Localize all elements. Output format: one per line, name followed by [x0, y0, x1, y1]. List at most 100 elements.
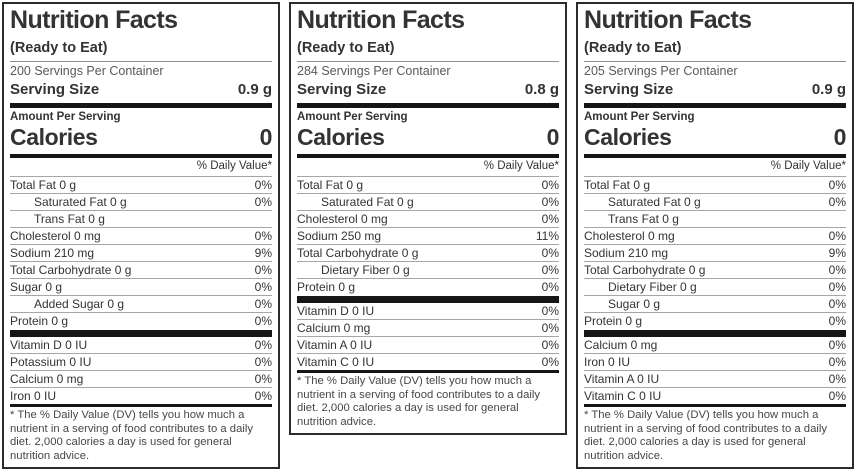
calories-row: Calories 0: [297, 124, 559, 153]
nutrient-row: Total Carbohydrate 0 g 0%: [584, 260, 846, 278]
divider-bar: [10, 404, 272, 408]
amount-per-serving: Amount Per Serving: [10, 110, 121, 123]
nutrient-row: Iron 0 IU 0%: [584, 353, 846, 370]
daily-value-footnote: * The % Daily Value (DV) tells you how m…: [297, 375, 541, 428]
label-title: Nutrition Facts: [297, 6, 465, 34]
separator-line: [584, 60, 846, 62]
nutrient-row: Vitamin C 0 IU 0%: [297, 353, 559, 370]
nutrient-row: Saturated Fat 0 g 0%: [584, 192, 846, 210]
nutrient-row: Total Carbohydrate 0 g 0%: [10, 260, 272, 278]
nutrient-row: Vitamin D 0 IU 0%: [10, 337, 272, 353]
serving-size-label: Serving Size: [297, 80, 387, 98]
nutrient-name: Calcium 0 mg: [297, 320, 371, 335]
daily-value-footnote: * The % Daily Value (DV) tells you how m…: [10, 409, 254, 462]
nutrient-daily-value: 0%: [828, 337, 846, 352]
label-title: Nutrition Facts: [584, 6, 752, 34]
nutrient-daily-value: 0%: [254, 296, 272, 311]
nutrient-row: Calcium 0 mg 0%: [10, 370, 272, 387]
calories-label: Calories: [10, 124, 98, 151]
divider-bar: [297, 153, 559, 158]
label-subtitle: (Ready to Eat): [297, 40, 395, 56]
nutrient-row: Trans Fat 0 g: [10, 209, 272, 227]
nutrient-row: Dietary Fiber 0 g 0%: [584, 277, 846, 295]
divider-bar: [584, 329, 846, 337]
nutrient-row: Potassium 0 IU 0%: [10, 353, 272, 370]
nutrient-daily-value: 0%: [254, 262, 272, 277]
nutrient-name: Saturated Fat 0 g: [34, 194, 127, 209]
nutrient-daily-value: 9%: [828, 245, 846, 260]
nutrient-daily-value: 0%: [254, 228, 272, 243]
nutrient-name: Vitamin D 0 IU: [297, 303, 375, 318]
nutrient-row: Protein 0 g 0%: [10, 311, 272, 329]
nutrient-daily-value: 0%: [541, 211, 559, 226]
nutrient-name: Total Fat 0 g: [584, 177, 651, 192]
servings-per-container: 200 Servings Per Container: [10, 63, 164, 78]
nutrient-daily-value: 0%: [828, 372, 846, 387]
nutrient-daily-value: 0%: [541, 320, 559, 335]
nutrient-daily-value: 0%: [254, 372, 272, 387]
nutrient-name: Dietary Fiber 0 g: [321, 262, 410, 277]
nutrient-daily-value: 0%: [828, 279, 846, 294]
nutrient-row: Iron 0 IU 0%: [10, 387, 272, 404]
nutrient-daily-value: 0%: [828, 177, 846, 192]
nutrient-name: Cholesterol 0 mg: [584, 228, 675, 243]
serving-size-row: Serving Size 0.8 g: [297, 80, 559, 103]
nutrient-name: Sodium 210 mg: [584, 245, 669, 260]
nutrient-daily-value: 0%: [541, 355, 559, 370]
nutrient-row: Cholesterol 0 mg 0%: [584, 226, 846, 244]
nutrient-row: Vitamin A 0 IU 0%: [584, 370, 846, 387]
nutrient-name: Vitamin C 0 IU: [584, 389, 662, 404]
nutrient-name: Sugar 0 g: [608, 296, 661, 311]
nutrient-daily-value: 0%: [828, 194, 846, 209]
nutrient-row: Protein 0 g 0%: [297, 277, 559, 295]
divider-bar: [10, 102, 272, 108]
nutrient-daily-value: 0%: [254, 313, 272, 328]
nutrient-name: Vitamin C 0 IU: [297, 355, 375, 370]
nutrient-name: Added Sugar 0 g: [34, 296, 125, 311]
divider-bar: [297, 295, 559, 303]
calories-label: Calories: [584, 124, 672, 151]
nutrient-daily-value: 0%: [254, 279, 272, 294]
nutrient-name: Iron 0 IU: [584, 355, 631, 370]
divider-bar: [10, 329, 272, 337]
divider-bar: [297, 370, 559, 374]
nutrition-label-3: Nutrition Facts (Ready to Eat) 205 Servi…: [576, 2, 854, 470]
nutrient-row: Sodium 210 mg 9%: [584, 243, 846, 261]
nutrient-daily-value: 11%: [535, 228, 559, 243]
divider-bar: [297, 102, 559, 108]
nutrient-name: Trans Fat 0 g: [34, 211, 105, 226]
nutrient-name: Total Carbohydrate 0 g: [10, 262, 132, 277]
nutrient-name: Sodium 250 mg: [297, 228, 382, 243]
nutrient-row: Sugar 0 g 0%: [10, 277, 272, 295]
nutrient-name: Cholesterol 0 mg: [10, 228, 101, 243]
nutrient-daily-value: 0%: [828, 313, 846, 328]
nutrient-table: Total Fat 0 g 0% Saturated Fat 0 g 0% Trans …: [584, 175, 846, 329]
nutrient-name: Protein 0 g: [10, 313, 69, 328]
nutrient-row: Cholesterol 0 mg 0%: [297, 209, 559, 227]
amount-per-serving: Amount Per Serving: [297, 110, 408, 123]
nutrient-name: Sugar 0 g: [10, 279, 63, 294]
nutrient-row: Total Fat 0 g 0%: [584, 175, 846, 193]
nutrient-name: Protein 0 g: [584, 313, 643, 328]
calories-value: 0: [833, 124, 847, 151]
nutrient-name: Trans Fat 0 g: [608, 211, 679, 226]
nutrient-row: Cholesterol 0 mg 0%: [10, 226, 272, 244]
nutrient-daily-value: 0%: [541, 337, 559, 352]
nutrient-daily-value: 0%: [828, 262, 846, 277]
label-title: Nutrition Facts: [10, 6, 178, 34]
nutrient-daily-value: 0%: [828, 228, 846, 243]
nutrient-name: Saturated Fat 0 g: [608, 194, 701, 209]
nutrient-row: Added Sugar 0 g 0%: [10, 294, 272, 312]
calories-label: Calories: [297, 124, 385, 151]
nutrient-row: Vitamin D 0 IU 0%: [297, 303, 559, 319]
nutrient-name: Total Fat 0 g: [297, 177, 364, 192]
nutrient-daily-value: 0%: [541, 303, 559, 318]
nutrient-row: Dietary Fiber 0 g 0%: [297, 260, 559, 278]
separator-line: [10, 60, 272, 62]
separator-line: [297, 60, 559, 62]
nutrient-row: Total Fat 0 g 0%: [10, 175, 272, 193]
serving-size-row: Serving Size 0.9 g: [10, 80, 272, 103]
vitamin-table: Vitamin D 0 IU 0% Calcium 0 mg 0% Vitamin A …: [297, 303, 559, 370]
nutrient-name: Dietary Fiber 0 g: [608, 279, 697, 294]
servings-per-container: 284 Servings Per Container: [297, 63, 451, 78]
